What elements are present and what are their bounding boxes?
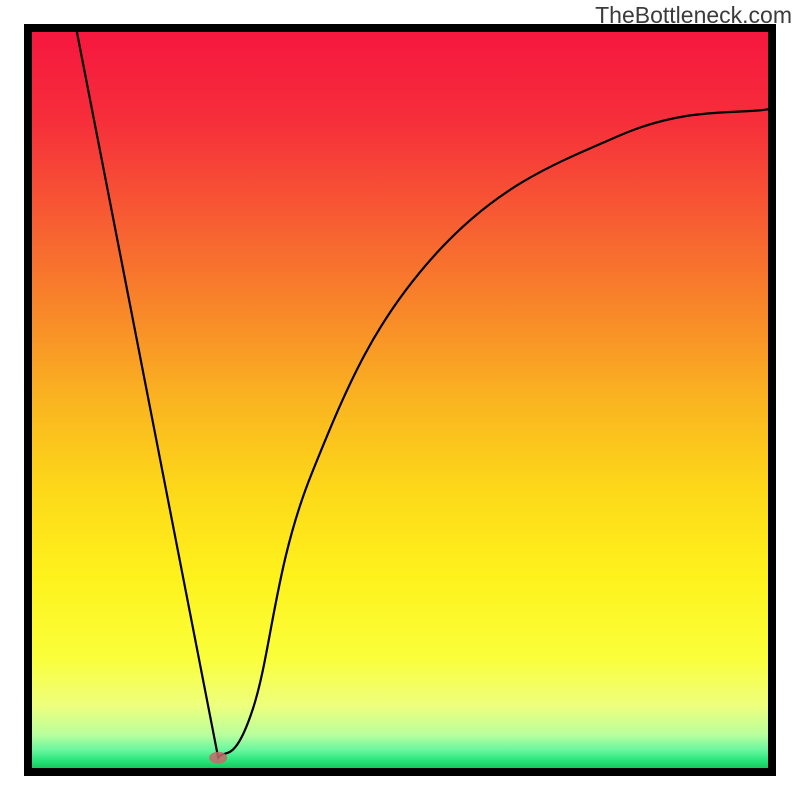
heat-gradient-area bbox=[32, 32, 768, 768]
bottleneck-chart bbox=[0, 0, 800, 800]
watermark-text: TheBottleneck.com bbox=[595, 2, 792, 29]
chart-container: TheBottleneck.com bbox=[0, 0, 800, 800]
min-marker bbox=[209, 752, 227, 764]
